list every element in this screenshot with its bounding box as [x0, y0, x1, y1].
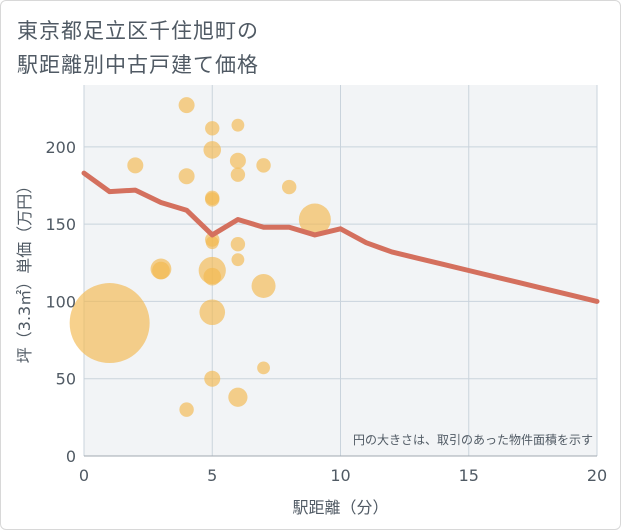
bubble-14: [203, 267, 222, 286]
bubble-23: [256, 158, 271, 173]
x-tick-15: 15: [459, 466, 479, 485]
y-tick-100: 100: [45, 292, 76, 311]
bubble-4: [178, 97, 195, 114]
grid-lines: [83, 85, 598, 457]
bubble-10: [205, 192, 220, 207]
bubble-12: [205, 236, 219, 250]
bubble-15: [199, 299, 226, 326]
trend-line: [81, 170, 600, 304]
chart-title: 東京都足立区千住旭町の 駅距離別中古戸建て価格: [17, 14, 259, 82]
bubble-16: [204, 370, 221, 387]
bubble-21: [231, 253, 245, 267]
bubble-5: [178, 168, 195, 185]
bubble-18: [229, 152, 246, 169]
y-tick-50: 50: [56, 370, 76, 389]
bubble-0: [69, 283, 150, 364]
bubble-24: [251, 273, 276, 298]
x-axis-label: 駅距離（分）: [292, 498, 388, 517]
bubble-26: [282, 179, 297, 195]
bubble-17: [231, 118, 245, 132]
bubble-1: [127, 157, 144, 174]
bubble-3: [152, 261, 170, 280]
bubble-8: [203, 141, 222, 159]
bubble-27: [298, 203, 331, 236]
y-tick-0: 0: [66, 447, 76, 466]
y-tick-200: 200: [45, 138, 76, 157]
y-tick-labels: 0 50 100 150 200: [45, 138, 76, 466]
bubble-20: [230, 237, 246, 252]
y-axis-label: 坪（3.3㎡）単価（万円）: [15, 178, 34, 363]
bubble-layer: [69, 97, 331, 417]
chart-title-line2: 駅距離別中古戸建て価格: [17, 53, 259, 77]
x-tick-20: 20: [587, 466, 607, 485]
bubble-6: [179, 402, 194, 417]
bubble-25: [257, 361, 270, 375]
x-tick-0: 0: [79, 466, 89, 485]
size-note: 円の大きさは、取引のあった物件面積を示す: [353, 432, 593, 447]
chart-title-line1: 東京都足立区千住旭町の: [17, 19, 259, 43]
y-tick-150: 150: [45, 215, 76, 234]
bubble-7: [205, 121, 220, 136]
x-tick-5: 5: [207, 466, 217, 485]
x-tick-10: 10: [330, 466, 350, 485]
bubble-22: [228, 387, 248, 407]
bubble-19: [230, 167, 246, 182]
x-tick-labels: 0 5 10 15 20: [79, 466, 607, 485]
